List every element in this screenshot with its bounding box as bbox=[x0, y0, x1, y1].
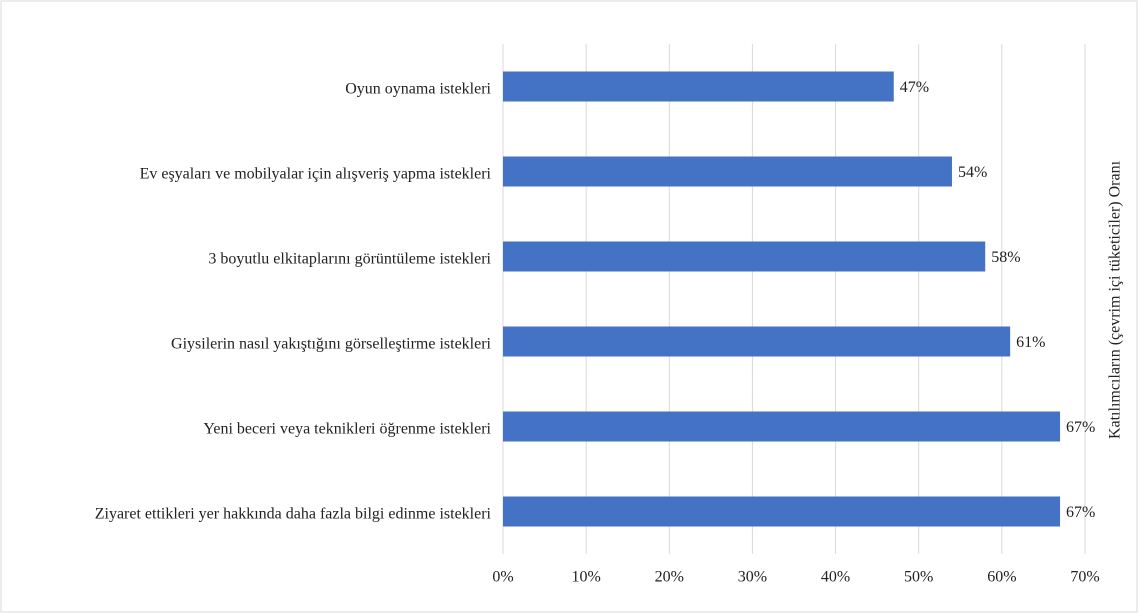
category-text: Ziyaret ettikleri yer hakkında daha fazl… bbox=[94, 505, 491, 522]
data-label: 54% bbox=[958, 164, 987, 181]
category-label: Giysilerin nasıl yakıştığını görselleşti… bbox=[171, 334, 491, 353]
category-text: Oyun oynama istekleri bbox=[345, 80, 491, 97]
data-label: 47% bbox=[900, 79, 929, 96]
category-text: Yeni beceri veya teknikleri öğrenme iste… bbox=[203, 420, 491, 437]
bar bbox=[503, 71, 894, 102]
category-label: 3 boyutlu elkitaplarını görüntüleme iste… bbox=[208, 249, 491, 268]
category-text: Ev eşyaları ve mobilyalar için alışveriş… bbox=[139, 165, 491, 182]
x-tick-label: 40% bbox=[821, 569, 850, 586]
x-tick-label: 20% bbox=[655, 569, 684, 586]
category-text: Giysilerin nasıl yakıştığını görselleşti… bbox=[171, 335, 491, 352]
bar bbox=[503, 496, 1061, 527]
data-label: 67% bbox=[1066, 419, 1095, 436]
data-label: 61% bbox=[1016, 334, 1045, 351]
bar bbox=[503, 411, 1061, 442]
x-tick-label: 30% bbox=[738, 569, 767, 586]
x-tick-label: 0% bbox=[492, 569, 513, 586]
bar bbox=[503, 156, 952, 187]
axis-title: Katılımcıların (çevrim içi tüketiciler) … bbox=[1107, 160, 1124, 439]
x-tick-label: 60% bbox=[987, 569, 1016, 586]
bar bbox=[503, 326, 1011, 357]
category-label: Ev eşyaları ve mobilyalar için alışveriş… bbox=[140, 164, 491, 183]
data-label: 67% bbox=[1066, 504, 1095, 521]
x-tick-label: 50% bbox=[904, 569, 933, 586]
bar bbox=[503, 241, 986, 272]
data-label: 58% bbox=[991, 249, 1020, 266]
category-label: Ziyaret ettikleri yer hakkında daha fazl… bbox=[95, 504, 491, 523]
category-text: 3 boyutlu elkitaplarını görüntüleme iste… bbox=[208, 250, 491, 267]
category-label: Yeni beceri veya teknikleri öğrenme iste… bbox=[203, 419, 491, 438]
x-tick-label: 70% bbox=[1070, 569, 1099, 586]
x-tick-label: 10% bbox=[571, 569, 600, 586]
category-label: Oyun oynama istekleri bbox=[345, 79, 491, 98]
